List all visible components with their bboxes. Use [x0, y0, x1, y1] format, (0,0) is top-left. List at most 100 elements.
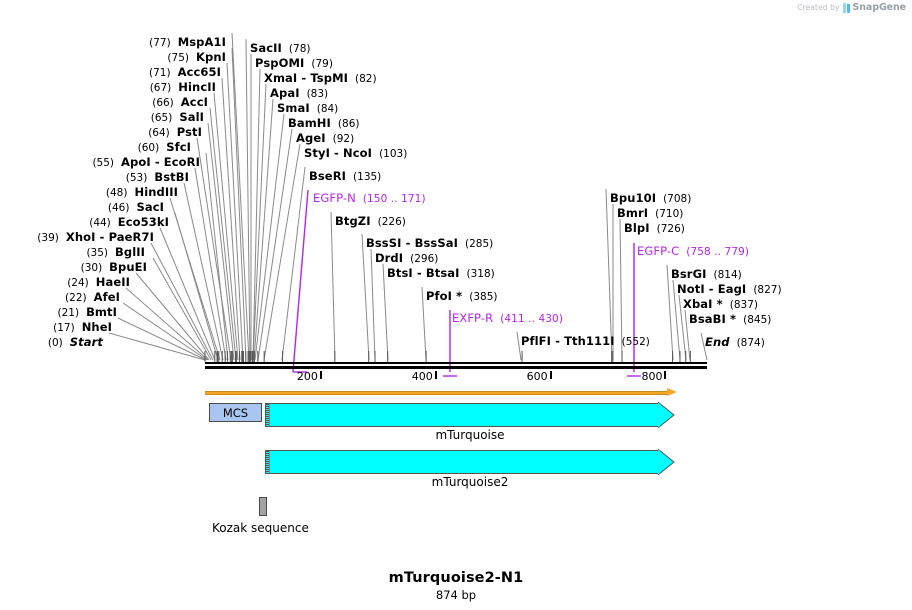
map-label-start[interactable]: (0) Start	[0, 336, 103, 350]
map-label-kpni[interactable]: (75) KpnI	[0, 51, 226, 65]
plasmid-size: 874 bp	[435, 588, 477, 602]
map-label-psti[interactable]: (64) PstI	[0, 126, 202, 140]
map-label-saci[interactable]: (46) SacI	[0, 201, 164, 215]
feature-mturquoise-arrowhead-icon	[658, 402, 675, 428]
map-label-sfci[interactable]: (60) SfcI	[0, 141, 191, 155]
map-label-acc65i[interactable]: (71) Acc65I	[0, 66, 221, 80]
map-label-pspomi[interactable]: PspOMI (79)	[255, 57, 333, 71]
map-label-name: XmaI - TspMI	[264, 71, 348, 85]
feature-mturquoise2-arrow[interactable]	[265, 449, 675, 475]
map-label-afei[interactable]: (22) AfeI	[0, 291, 120, 305]
map-label-name: BtgZI	[335, 214, 371, 228]
map-label-hincii[interactable]: (67) HincII	[0, 81, 216, 95]
map-label-sali[interactable]: (65) SalI	[0, 111, 204, 125]
map-label-name: XhoI - PaeR7I	[65, 230, 154, 244]
map-label-name: SfcI	[166, 140, 191, 154]
map-label-position: (0)	[47, 337, 63, 349]
map-label-bmti[interactable]: (21) BmtI	[0, 306, 117, 320]
map-label-pflfi-tth111i[interactable]: PflFI - Tth111I (552)	[521, 335, 650, 349]
map-label-end[interactable]: End (874)	[705, 336, 765, 350]
map-label-smai[interactable]: SmaI (84)	[277, 102, 338, 116]
map-label-xbai[interactable]: XbaI * (837)	[683, 298, 758, 312]
map-label-bseri[interactable]: BseRI (135)	[309, 170, 381, 184]
map-label-name: SacI	[136, 200, 164, 214]
map-label-agei[interactable]: AgeI (92)	[296, 132, 354, 146]
feature-mturquoise2-caption: mTurquoise2	[431, 475, 509, 489]
map-label-position: (17)	[53, 322, 75, 334]
map-label-hindiii[interactable]: (48) HindIII	[0, 186, 178, 200]
map-label-name: PfoI *	[426, 289, 463, 303]
map-label-position: (83)	[306, 88, 329, 100]
map-label-bsrgi[interactable]: BsrGI (814)	[671, 268, 742, 282]
map-label-name: PspOMI	[255, 56, 305, 70]
map-label-bamhi[interactable]: BamHI (86)	[288, 117, 359, 131]
map-label-name: Start	[69, 335, 103, 349]
map-label-position: (411 .. 430)	[500, 313, 564, 325]
watermark-brand-label: SnapGene	[852, 2, 907, 13]
map-label-position: (837)	[729, 299, 758, 311]
feature-kozak-box[interactable]	[259, 497, 267, 516]
map-label-nhei[interactable]: (17) NheI	[0, 321, 112, 335]
sequence-ruler	[205, 362, 707, 379]
plasmid-title: mTurquoise2-N1	[388, 570, 524, 586]
map-label-pfoi[interactable]: PfoI * (385)	[426, 290, 497, 304]
map-label-haeii[interactable]: (24) HaeII	[0, 276, 130, 290]
map-label-bmri[interactable]: BmrI (710)	[617, 207, 683, 221]
map-label-egfp-c[interactable]: EGFP-C (758 .. 779)	[637, 245, 749, 259]
map-label-position: (726)	[656, 223, 685, 235]
feature-mturquoise-arrow[interactable]	[265, 402, 675, 428]
map-label-sacii[interactable]: SacII (78)	[250, 42, 310, 56]
map-label-position: (66)	[152, 97, 174, 109]
feature-mturquoise2-body	[265, 450, 659, 474]
ruler-tick-label: 800	[641, 370, 663, 383]
map-label-styi-ncoi[interactable]: StyI - NcoI (103)	[304, 147, 407, 161]
map-label-name: HincII	[178, 80, 216, 94]
map-label-eco53ki[interactable]: (44) Eco53kI	[0, 216, 169, 230]
map-label-position: (135)	[353, 171, 382, 183]
snapgene-logo-icon	[842, 2, 850, 13]
map-label-bpuei[interactable]: (30) BpuEI	[0, 261, 147, 275]
map-label-bstbi[interactable]: (53) BstBI	[0, 171, 189, 185]
map-label-noti-eagi[interactable]: NotI - EagI (827)	[677, 283, 782, 297]
map-label-position: (874)	[736, 337, 765, 349]
map-label-acci[interactable]: (66) AccI	[0, 96, 208, 110]
map-label-position: (845)	[743, 314, 772, 326]
map-label-name: Eco53kI	[117, 215, 169, 229]
ruler-tick-label: 200	[296, 370, 318, 383]
map-label-position: (92)	[332, 133, 355, 145]
map-label-exfp-r[interactable]: EXFP-R (411 .. 430)	[452, 312, 563, 326]
map-label-apoi-ecori[interactable]: (55) ApoI - EcoRI	[0, 156, 200, 170]
map-label-name: EGFP-N	[313, 191, 356, 205]
map-label-name: Bpu10I	[610, 191, 657, 205]
map-label-position: (71)	[149, 67, 171, 79]
map-label-egfp-n[interactable]: EGFP-N (150 .. 171)	[313, 192, 426, 206]
map-label-position: (758 .. 779)	[686, 246, 750, 258]
map-label-bsssi-bsssai[interactable]: BssSI - BssSaI (285)	[366, 237, 493, 251]
feature-mcs-box[interactable]: MCS	[209, 403, 262, 422]
map-label-position: (385)	[469, 291, 498, 303]
map-label-bglii[interactable]: (35) BglII	[0, 246, 145, 260]
map-label-position: (150 .. 171)	[362, 193, 426, 205]
map-label-apai[interactable]: ApaI (83)	[270, 87, 328, 101]
watermark-created-label: Created by	[797, 3, 840, 12]
map-label-position: (30)	[80, 262, 103, 274]
map-label-name: PstI	[176, 125, 202, 139]
ruler-tick	[319, 371, 322, 379]
map-label-bpu10i[interactable]: Bpu10I (708)	[610, 192, 691, 206]
map-label-btsi-btsai[interactable]: BtsI - BtsaI (318)	[387, 267, 495, 281]
map-label-name: HindIII	[134, 185, 178, 199]
map-label-blpi[interactable]: BlpI (726)	[624, 222, 685, 236]
map-label-btgzi[interactable]: BtgZI (226)	[335, 215, 406, 229]
map-label-xmai-tspmi[interactable]: XmaI - TspMI (82)	[264, 72, 377, 86]
map-label-drdi[interactable]: DrdI (296)	[375, 252, 438, 266]
map-label-name: End	[705, 335, 730, 349]
ruler-bar-bottom	[205, 366, 707, 369]
map-label-xhoi-paer7i[interactable]: (39) XhoI - PaeR7I	[0, 231, 154, 245]
feature-mcs-label: MCS	[222, 405, 249, 420]
map-label-mspa1i[interactable]: (77) MspA1I	[0, 36, 226, 50]
map-label-position: (226)	[377, 216, 406, 228]
ruler-bar-top	[205, 362, 707, 364]
map-label-bsabi[interactable]: BsaBI * (845)	[689, 313, 771, 327]
map-label-name: BglII	[115, 245, 145, 259]
ruler-tick	[664, 371, 667, 379]
